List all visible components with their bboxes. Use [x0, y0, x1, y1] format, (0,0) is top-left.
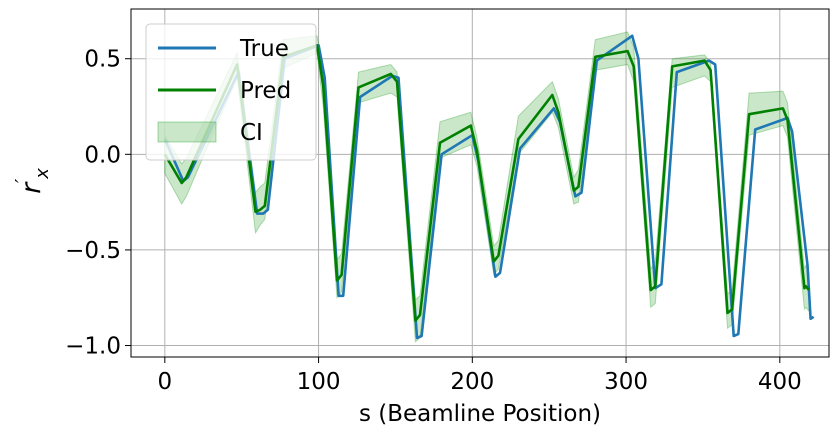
axis-ticks: 0 100 200 300 400 −1.0 −0.5 0.0 0.5	[65, 47, 802, 395]
y-tick-label: −1.0	[65, 334, 121, 360]
y-tick-label: −0.5	[65, 238, 121, 264]
x-tick-label: 300	[604, 369, 648, 395]
y-tick-label: 0.5	[84, 47, 121, 73]
y-tick-label: 0.0	[84, 142, 121, 168]
legend-ci-label: CI	[240, 120, 263, 146]
svg-text:r′x: r′x	[12, 168, 53, 194]
y-axis-label: r′x	[12, 168, 53, 194]
grid-lines	[131, 9, 829, 357]
x-tick-label: 400	[758, 369, 802, 395]
legend-box	[145, 23, 317, 161]
legend-ci-swatch	[157, 121, 217, 143]
legend: True Pred CI	[145, 23, 317, 161]
legend-true-label: True	[239, 36, 289, 62]
x-axis-label: s (Beamline Position)	[359, 401, 601, 427]
x-tick-label: 0	[158, 369, 173, 395]
plot-frame	[130, 8, 830, 358]
x-tick-label: 100	[297, 369, 341, 395]
legend-pred-label: Pred	[240, 78, 291, 104]
x-tick-label: 200	[450, 369, 494, 395]
